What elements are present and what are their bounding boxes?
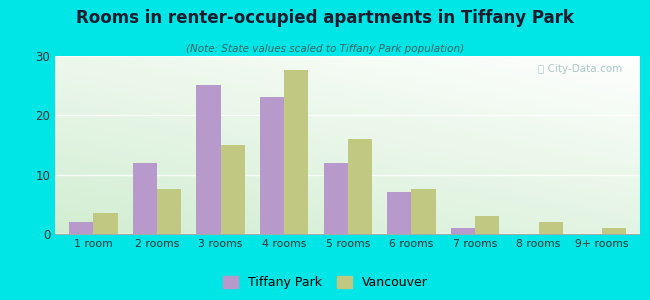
Bar — [284, 70, 308, 234]
Text: ⓘ City-Data.com: ⓘ City-Data.com — [538, 64, 623, 74]
Bar — [411, 189, 436, 234]
Bar — [538, 222, 563, 234]
Bar — [220, 145, 245, 234]
Bar — [157, 189, 181, 234]
Bar — [196, 85, 220, 234]
Bar — [348, 139, 372, 234]
Bar — [94, 213, 118, 234]
Bar — [133, 163, 157, 234]
Bar — [387, 192, 411, 234]
Legend: Tiffany Park, Vancouver: Tiffany Park, Vancouver — [218, 271, 432, 294]
Bar — [324, 163, 348, 234]
Bar — [450, 228, 475, 234]
Text: (Note: State values scaled to Tiffany Park population): (Note: State values scaled to Tiffany Pa… — [186, 44, 464, 53]
Bar — [602, 228, 626, 234]
Bar — [260, 97, 284, 234]
Bar — [475, 216, 499, 234]
Text: Rooms in renter-occupied apartments in Tiffany Park: Rooms in renter-occupied apartments in T… — [76, 9, 574, 27]
Bar — [70, 222, 94, 234]
